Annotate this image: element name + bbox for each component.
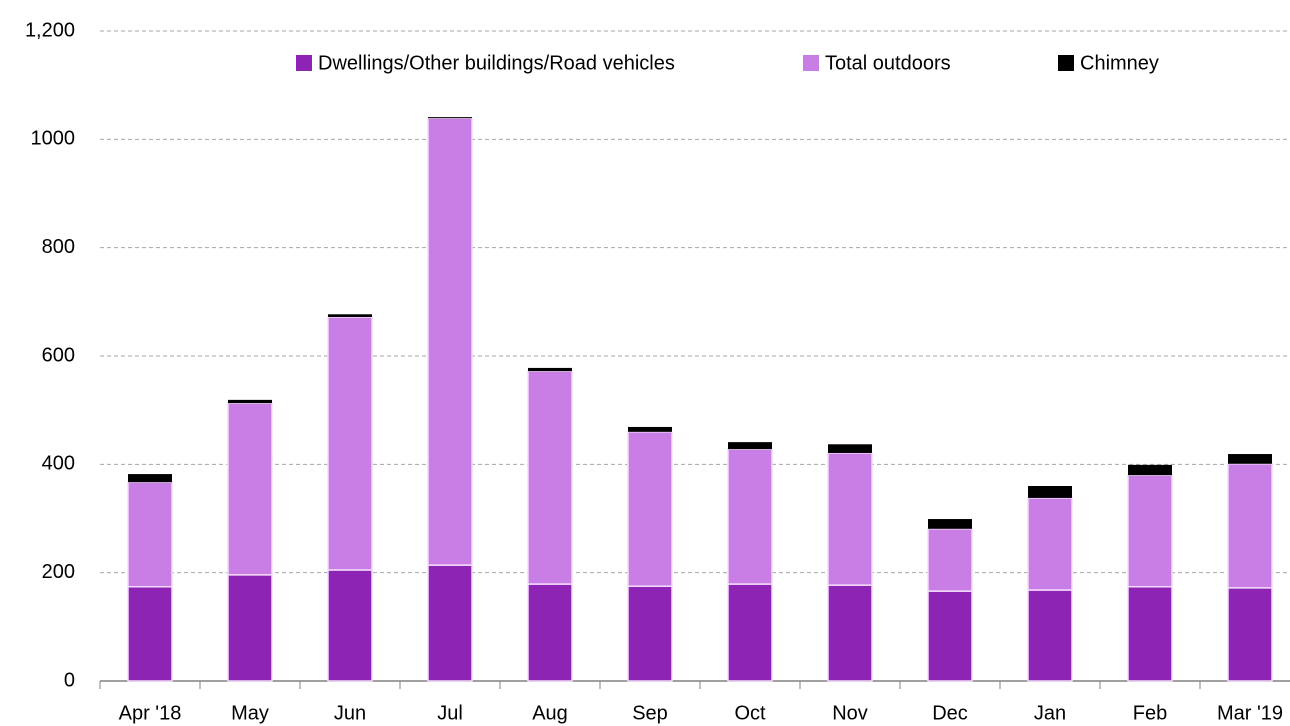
y-tick-label: 600	[42, 344, 75, 366]
x-tick-label: May	[231, 702, 269, 724]
x-tick-label: Sep	[632, 702, 668, 724]
bar-segment	[1127, 474, 1173, 588]
bar-segment	[227, 574, 273, 682]
x-tick-label: Dec	[932, 702, 968, 724]
bar-segment	[228, 399, 272, 404]
bar-segment	[627, 585, 673, 682]
legend-label: Chimney	[1080, 52, 1159, 74]
y-tick-label: 1,200	[25, 19, 75, 41]
legend-label: Total outdoors	[825, 52, 951, 74]
x-tick-label: Jun	[334, 702, 366, 724]
y-tick-label: 400	[42, 453, 75, 475]
y-tick-label: 800	[42, 236, 75, 258]
y-tick-label: 200	[42, 561, 75, 583]
x-tick-label: Aug	[532, 702, 568, 724]
bar-segment	[727, 583, 773, 682]
bar-segment	[527, 370, 573, 585]
bar-segment	[1027, 589, 1073, 682]
bar-segment	[928, 519, 972, 529]
y-tick-label: 1000	[31, 128, 76, 150]
bar-segment	[128, 474, 172, 483]
bar-segment	[528, 367, 572, 372]
bar-segment	[527, 583, 573, 682]
x-tick-label: Apr '18	[119, 702, 182, 724]
bar-segment	[1228, 454, 1272, 464]
x-tick-label: Mar '19	[1217, 702, 1283, 724]
bar-segment	[127, 481, 173, 588]
x-tick-label: Feb	[1133, 702, 1167, 724]
bar-segment	[728, 442, 772, 450]
bar-segment	[1028, 486, 1072, 498]
y-tick-label: 0	[64, 669, 75, 691]
bar-segment	[427, 117, 473, 566]
bar-segment	[927, 590, 973, 682]
bar-segment	[727, 448, 773, 585]
bar-segment	[627, 431, 673, 587]
x-tick-label: Oct	[734, 702, 766, 724]
legend-swatch	[296, 55, 312, 71]
bar-segment	[1128, 464, 1172, 476]
bar-segment	[328, 314, 372, 317]
bar-segment	[1127, 586, 1173, 682]
legend-label: Dwellings/Other buildings/Road vehicles	[318, 52, 675, 74]
bar-segment	[227, 402, 273, 576]
x-tick-label: Jul	[437, 702, 463, 724]
x-tick-label: Jan	[1034, 702, 1066, 724]
bar-segment	[428, 117, 472, 119]
bar-segment	[628, 426, 672, 432]
bar-segment	[828, 444, 872, 453]
bar-segment	[327, 316, 373, 571]
bar-segment	[827, 584, 873, 682]
bar-segment	[1027, 497, 1073, 591]
bar-segment	[427, 564, 473, 682]
legend-swatch	[1058, 55, 1074, 71]
bar-segment	[127, 586, 173, 682]
bar-segment	[327, 569, 373, 682]
bar-segment	[1227, 587, 1273, 682]
legend-swatch	[803, 55, 819, 71]
bar-segment	[827, 452, 873, 586]
bar-segment	[927, 528, 973, 592]
bar-segment	[1227, 463, 1273, 589]
x-tick-label: Nov	[832, 702, 868, 724]
